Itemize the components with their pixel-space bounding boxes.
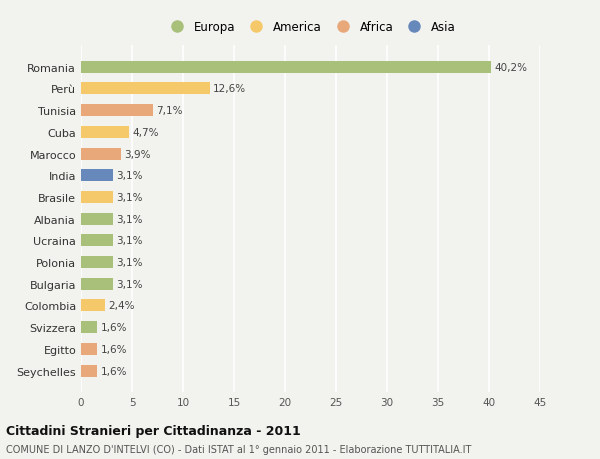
Text: 40,2%: 40,2% — [494, 62, 527, 73]
Bar — [81, 62, 491, 73]
Text: 3,1%: 3,1% — [116, 214, 142, 224]
Text: 12,6%: 12,6% — [212, 84, 246, 94]
Bar — [81, 257, 113, 269]
Text: 7,1%: 7,1% — [157, 106, 183, 116]
Legend: Europa, America, Africa, Asia: Europa, America, Africa, Asia — [162, 17, 459, 37]
Text: 3,1%: 3,1% — [116, 171, 142, 181]
Text: 4,7%: 4,7% — [132, 128, 158, 138]
Bar — [81, 191, 113, 203]
Text: 3,9%: 3,9% — [124, 149, 151, 159]
Bar — [81, 300, 106, 312]
Bar — [81, 213, 113, 225]
Text: 3,1%: 3,1% — [116, 257, 142, 268]
Bar — [81, 365, 97, 377]
Text: Cittadini Stranieri per Cittadinanza - 2011: Cittadini Stranieri per Cittadinanza - 2… — [6, 424, 301, 437]
Bar — [81, 321, 97, 333]
Bar — [81, 148, 121, 160]
Text: 3,1%: 3,1% — [116, 279, 142, 289]
Bar — [81, 127, 129, 139]
Text: 1,6%: 1,6% — [100, 344, 127, 354]
Text: 2,4%: 2,4% — [109, 301, 135, 311]
Text: 3,1%: 3,1% — [116, 236, 142, 246]
Bar — [81, 105, 154, 117]
Bar — [81, 235, 113, 247]
Bar — [81, 170, 113, 182]
Bar — [81, 343, 97, 355]
Bar — [81, 83, 209, 95]
Text: 1,6%: 1,6% — [100, 366, 127, 376]
Bar — [81, 278, 113, 290]
Text: 1,6%: 1,6% — [100, 322, 127, 332]
Text: 3,1%: 3,1% — [116, 192, 142, 202]
Text: COMUNE DI LANZO D'INTELVI (CO) - Dati ISTAT al 1° gennaio 2011 - Elaborazione TU: COMUNE DI LANZO D'INTELVI (CO) - Dati IS… — [6, 444, 472, 454]
